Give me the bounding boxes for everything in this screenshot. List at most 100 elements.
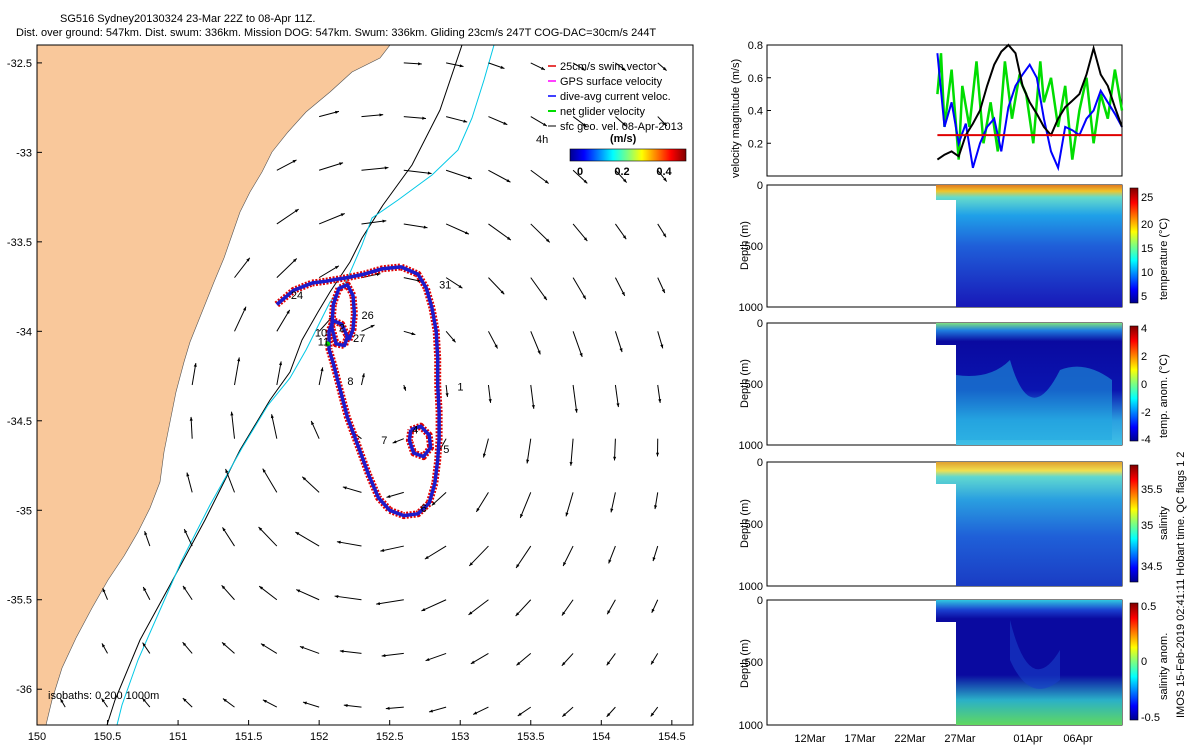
velocity-vector-head	[616, 403, 620, 408]
velocity-vector-head	[101, 643, 106, 648]
velocity-vector	[530, 169, 549, 184]
velocity-vector	[572, 384, 578, 413]
map-ytick-label: -32.5	[7, 58, 32, 70]
velocity-vector	[572, 331, 583, 358]
velocity-vector-head	[622, 235, 627, 240]
temperature-ytick-2: 1000	[739, 302, 763, 314]
velocity-vector-head	[376, 272, 381, 276]
velocity-vector	[334, 595, 362, 601]
velocity-vector-head	[142, 642, 146, 647]
temperature-cbtick-0: 5	[1141, 291, 1147, 303]
velocity-vector-head	[650, 712, 655, 717]
temp-anomaly-panel: Depth (m) temp. anom. (°C) 0 500 1000 -4…	[739, 318, 1170, 452]
map-ytick-label: -33.5	[7, 237, 32, 249]
isobath-1000m	[106, 45, 463, 725]
map-xtick-label: 152	[310, 731, 328, 743]
velocity-vector-head	[101, 698, 105, 703]
day-label: 27	[353, 333, 365, 345]
velocity-vector-head	[184, 529, 188, 534]
dive-avg-track	[407, 424, 433, 459]
velocity-vector-head	[292, 258, 297, 263]
velocity-vector-head	[464, 231, 469, 235]
salinity-ytick-2: 1000	[739, 581, 763, 593]
velocity-vector-head	[222, 527, 226, 532]
velocity-vector-head	[425, 657, 430, 661]
temperature-colorbar	[1129, 187, 1139, 304]
velocity-vector-head	[380, 548, 385, 552]
velocity-vector-head	[270, 414, 274, 419]
temperature-panel: Depth (m) temperature (°C) 0 500 1000 5 …	[739, 180, 1170, 314]
velocity-vector-head	[621, 291, 625, 296]
velocity-vector-head	[663, 122, 667, 126]
track-map: 24 31 26 10 2 27 11 8 1 4 7 5 6 150 150.5 151 151.5 152 1…	[7, 44, 694, 743]
temperature-ylabel: Depth (m)	[739, 221, 751, 270]
velocity-vector-head	[189, 416, 193, 421]
velocity-vector-head	[339, 162, 344, 166]
legend-label-net: net glider velocity	[560, 106, 645, 118]
temp-anomaly-cbtick-0: -4	[1141, 434, 1151, 446]
colorbar-tick-0: 0	[577, 166, 583, 178]
velocity-vector-head	[259, 586, 264, 590]
salinity-anomaly-ylabel: Depth (m)	[739, 639, 751, 688]
velocity-vector-head	[579, 352, 583, 357]
colorbar-tick-1: 0.2	[614, 166, 629, 178]
velocity-vector-head	[459, 64, 464, 68]
day-label: 4	[412, 424, 418, 436]
time-xtick-0: 12Mar	[794, 733, 826, 745]
velocity-vector	[424, 545, 447, 560]
velocity-vector-head	[469, 562, 473, 566]
day-label: 8	[347, 376, 353, 388]
velocity-vector-head	[583, 237, 588, 242]
colorbar-title: (m/s)	[610, 133, 637, 145]
map-xtick-label: 151	[169, 731, 187, 743]
velocity-vector	[271, 414, 278, 439]
velocity-vector-head	[294, 209, 299, 213]
velocity-vector-head	[320, 367, 324, 372]
velocity-vector-head	[296, 589, 301, 593]
velocity-vector	[191, 362, 197, 386]
velocity-vector-head	[376, 602, 381, 606]
velocity-vector-head	[613, 456, 617, 461]
velocity-vector-head	[392, 440, 397, 444]
velocity-vector	[488, 169, 511, 183]
velocity-vector	[530, 384, 535, 409]
velocity-vector-head	[515, 612, 520, 617]
legend-label-swim: 25cm/s swim vector	[560, 61, 657, 73]
velocity-vector-head	[569, 461, 573, 466]
chart-title-line1: SG516 Sydney20130324 23-Mar 22Z to 08-Ap…	[60, 13, 316, 25]
legend-label-gps: GPS surface velocity	[560, 76, 663, 88]
velocity-vector-head	[237, 357, 241, 362]
velocity-vector-head	[463, 119, 468, 123]
map-xtick-label: 153	[451, 731, 469, 743]
map-xtick-label: 150	[28, 731, 46, 743]
velocity-vector-head	[610, 508, 614, 513]
velocity-vector-head	[445, 393, 449, 397]
salinity-cbar-label: salinity	[1158, 506, 1170, 540]
legend-scale-label: 4h	[536, 134, 548, 146]
time-xtick-2: 22Mar	[894, 733, 926, 745]
velocity-vector-head	[458, 284, 463, 289]
velocity-vector-head	[335, 110, 339, 114]
velocity-vector	[519, 492, 532, 519]
velocity-vector	[380, 545, 404, 552]
velocity-vector-head	[516, 564, 520, 569]
velocity-vector-head	[654, 505, 658, 510]
velocity-vector	[403, 169, 432, 175]
dive-avg-track	[275, 265, 441, 518]
velocity-vector-head	[142, 698, 146, 702]
velocity-vector	[234, 257, 251, 278]
land-mass	[37, 45, 391, 725]
chart-title-line2: Dist. over ground: 547km. Dist. swum: 33…	[16, 27, 657, 39]
velocity-vector-head	[193, 363, 197, 367]
map-xtick-label: 154	[592, 731, 610, 743]
velocity-vector-head	[652, 557, 656, 562]
velocity-vector-head	[663, 177, 667, 182]
velocity-vector-head	[422, 116, 426, 120]
velocity-vector-head	[619, 348, 623, 353]
temp-anomaly-cbtick-3: 2	[1141, 351, 1147, 363]
velocity-vector	[445, 223, 470, 235]
salinity-anomaly-ytick-1: 500	[745, 657, 763, 669]
velocity-vector-head	[182, 585, 187, 590]
velocity-vector-head	[243, 306, 247, 311]
